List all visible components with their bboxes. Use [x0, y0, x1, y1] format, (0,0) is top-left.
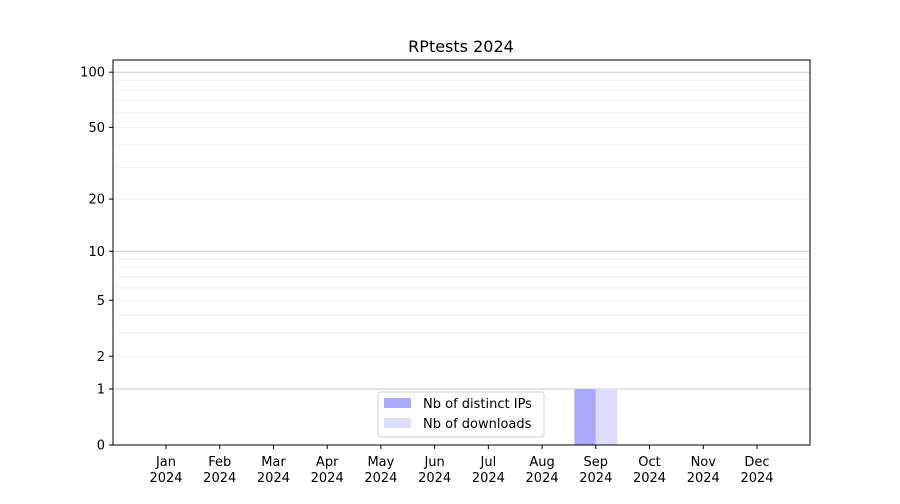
x-tick-label: Sep 2024 [579, 455, 612, 486]
x-tick-label: Jun 2024 [418, 455, 451, 486]
x-tick-label: Aug 2024 [526, 455, 559, 486]
bar-nb-of-distinct-ips-sep [574, 389, 596, 445]
legend-label: Nb of distinct IPs [423, 397, 532, 412]
y-tick-label: 100 [80, 66, 105, 81]
x-tick-label: May 2024 [364, 455, 397, 486]
x-tick-label: Mar 2024 [257, 455, 290, 486]
chart-title: RPtests 2024 [408, 37, 514, 56]
plot-frame [112, 59, 811, 446]
y-tick-label: 5 [97, 294, 105, 309]
legend-box [377, 391, 545, 438]
x-tick-label: Apr 2024 [311, 455, 344, 486]
x-tick-label: Dec 2024 [740, 455, 773, 486]
y-tick-label: 0 [97, 439, 105, 454]
y-tick-label: 10 [88, 245, 105, 260]
x-tick-label: Feb 2024 [203, 455, 236, 486]
legend-label: Nb of downloads [423, 417, 532, 432]
y-tick-label: 1 [97, 383, 105, 398]
legend: Nb of distinct IPs Nb of downloads [377, 391, 545, 438]
y-tick-label: 50 [88, 121, 105, 136]
x-tick-label: Jul 2024 [472, 455, 505, 486]
y-tick-label: 20 [88, 193, 105, 208]
x-tick-label: Oct 2024 [633, 455, 666, 486]
y-tick-label: 2 [97, 350, 105, 365]
legend-swatch [384, 398, 411, 408]
bar-nb-of-downloads-sep [595, 389, 618, 445]
x-tick-label: Nov 2024 [687, 455, 720, 486]
legend-swatch [384, 418, 411, 428]
x-tick-label: Jan 2024 [149, 455, 182, 486]
